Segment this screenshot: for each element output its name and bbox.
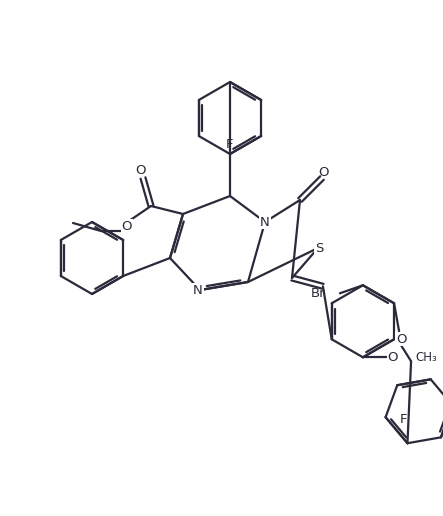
Text: S: S bbox=[315, 241, 323, 254]
Text: O: O bbox=[396, 333, 406, 346]
Text: CH₃: CH₃ bbox=[415, 351, 437, 364]
Text: F: F bbox=[226, 137, 234, 151]
Text: O: O bbox=[388, 351, 398, 364]
Text: N: N bbox=[260, 216, 270, 229]
Text: N: N bbox=[193, 283, 203, 297]
Text: Br: Br bbox=[310, 287, 325, 300]
Text: O: O bbox=[136, 164, 146, 176]
Text: O: O bbox=[319, 167, 329, 180]
Text: F: F bbox=[400, 413, 407, 426]
Text: O: O bbox=[122, 219, 132, 233]
